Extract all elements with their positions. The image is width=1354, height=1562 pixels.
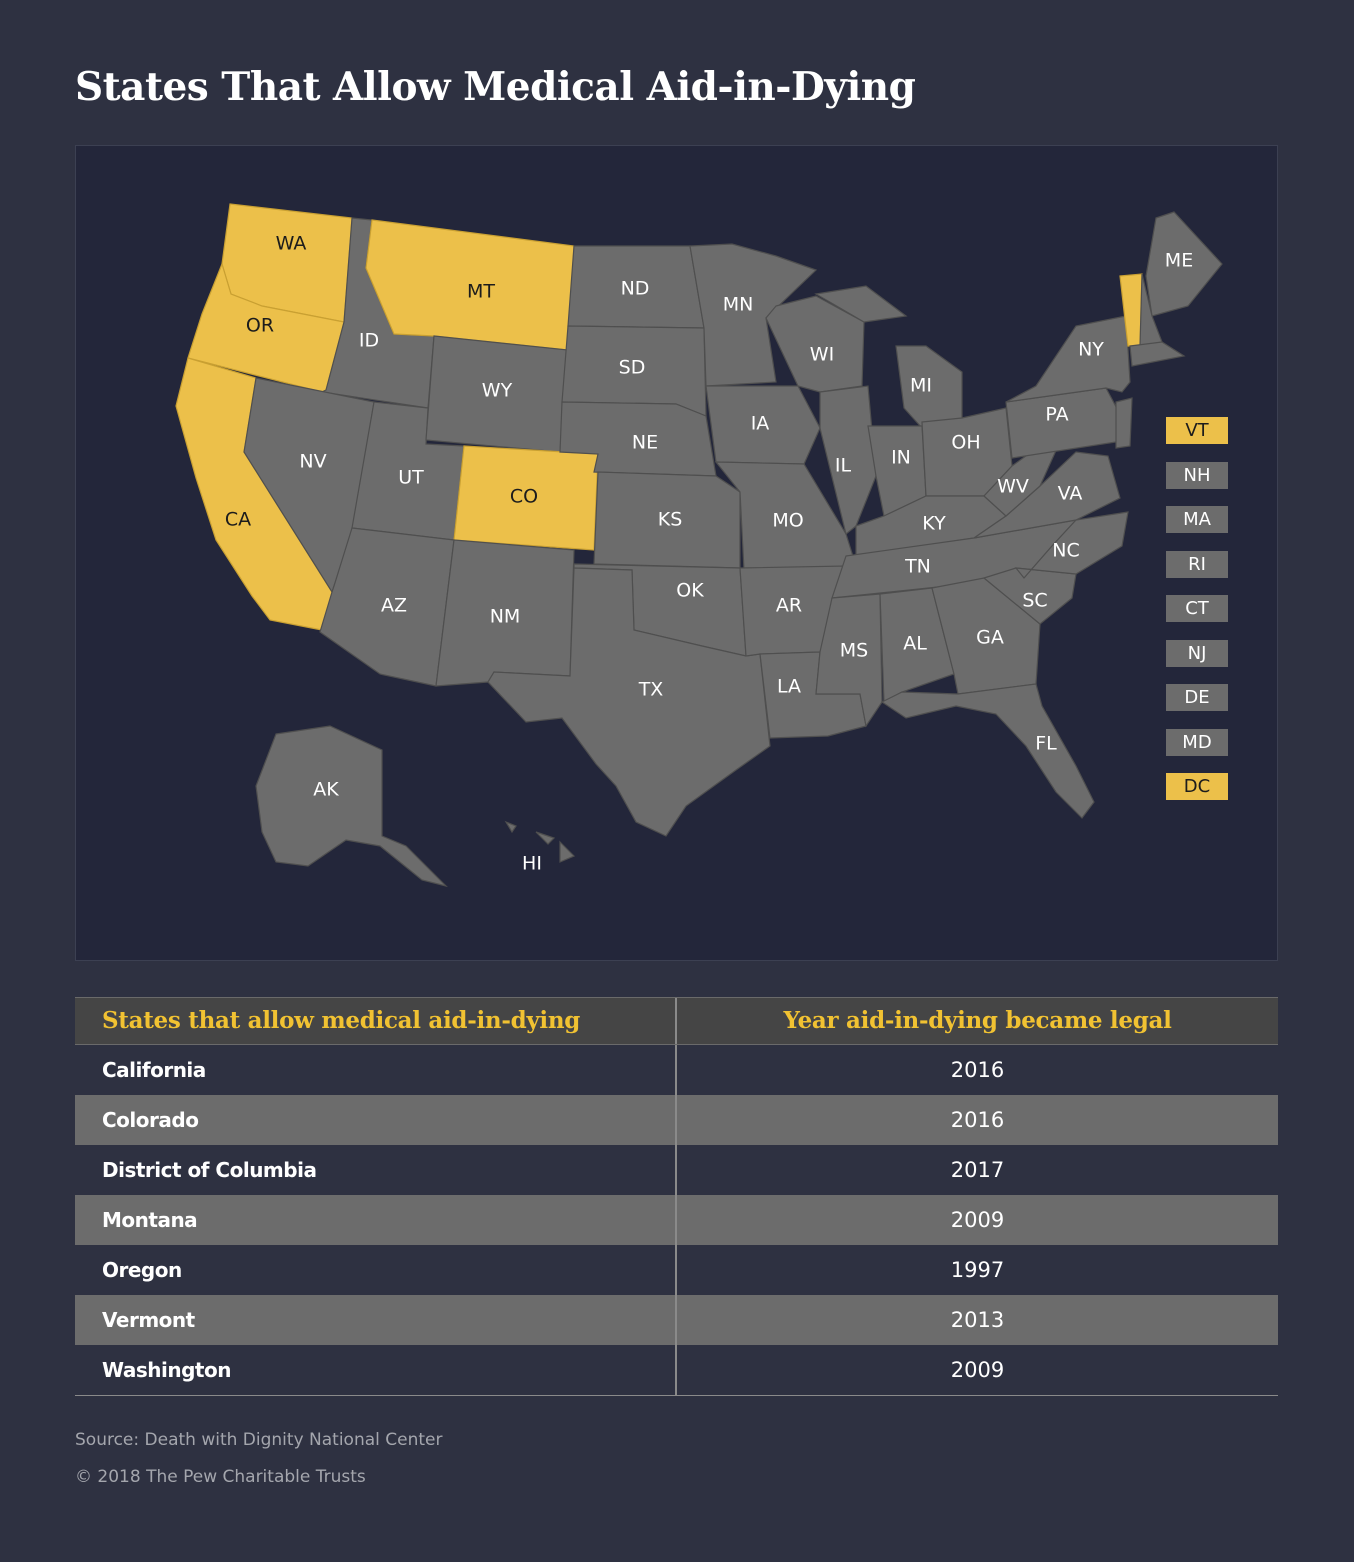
label-va: VA <box>1058 483 1083 505</box>
label-nd: ND <box>621 278 650 300</box>
table-bottom-rule <box>75 1395 1278 1396</box>
small-state-box-md[interactable]: MD <box>1166 729 1228 756</box>
label-ga: GA <box>976 627 1004 649</box>
label-wy: WY <box>482 380 513 402</box>
label-tn: TN <box>904 556 931 578</box>
aid-in-dying-table: States that allow medical aid-in-dying Y… <box>75 997 1278 1396</box>
small-state-box-vt[interactable]: VT <box>1166 417 1228 444</box>
small-state-box-dc[interactable]: DC <box>1166 773 1228 800</box>
source-note: Source: Death with Dignity National Cent… <box>75 1430 443 1450</box>
label-mt: MT <box>467 281 495 303</box>
state-mi-upper[interactable] <box>814 285 908 323</box>
small-state-box-ma[interactable]: MA <box>1166 506 1228 533</box>
state-cell: Vermont <box>75 1295 677 1345</box>
label-ak: AK <box>313 779 339 801</box>
label-az: AZ <box>381 595 407 617</box>
label-la: LA <box>777 676 801 698</box>
label-co: CO <box>510 486 538 508</box>
label-il: IL <box>835 455 852 477</box>
state-cell: District of Columbia <box>75 1145 677 1195</box>
label-in: IN <box>891 447 911 469</box>
year-cell: 2016 <box>950 1058 1005 1082</box>
state-ia[interactable] <box>705 385 821 465</box>
label-ut: UT <box>398 467 424 489</box>
label-ne: NE <box>632 432 658 454</box>
state-cell: Oregon <box>75 1245 677 1295</box>
state-nc[interactable] <box>1014 511 1129 579</box>
label-oh: OH <box>951 432 980 454</box>
state-al[interactable] <box>879 587 955 703</box>
label-wa: WA <box>276 233 307 255</box>
state-sc[interactable] <box>982 567 1077 625</box>
state-va[interactable] <box>973 451 1121 539</box>
label-fl: FL <box>1035 733 1057 755</box>
label-me: ME <box>1165 250 1193 272</box>
table-row: District of Columbia 2017 <box>75 1145 1278 1195</box>
year-cell: 2009 <box>950 1208 1005 1232</box>
state-tx[interactable] <box>487 567 771 837</box>
label-ks: KS <box>658 509 683 531</box>
label-wi: WI <box>810 344 834 366</box>
label-ca: CA <box>225 509 251 531</box>
label-mo: MO <box>772 510 803 532</box>
state-hi[interactable] <box>504 820 576 863</box>
label-ky: KY <box>922 513 946 535</box>
table-row: Colorado 2016 <box>75 1095 1278 1145</box>
year-cell: 2009 <box>950 1358 1005 1382</box>
copyright-note: © 2018 The Pew Charitable Trusts <box>75 1467 366 1487</box>
state-co[interactable] <box>453 445 599 551</box>
us-map: WA OR CA MT CO ID NV UT AZ WY NM ND SD N… <box>75 145 1278 961</box>
label-pa: PA <box>1045 404 1068 426</box>
label-wv: WV <box>997 476 1029 498</box>
state-ma[interactable] <box>1129 341 1186 367</box>
label-nc: NC <box>1052 540 1079 562</box>
state-ak[interactable] <box>255 725 448 888</box>
small-state-box-ct[interactable]: CT <box>1166 595 1228 622</box>
label-sc: SC <box>1022 590 1047 612</box>
year-cell: 1997 <box>950 1258 1005 1282</box>
label-sd: SD <box>619 357 646 379</box>
label-nv: NV <box>299 451 326 473</box>
table-row: California 2016 <box>75 1045 1278 1095</box>
label-ms: MS <box>840 640 868 662</box>
label-ok: OK <box>676 580 704 602</box>
small-state-box-de[interactable]: DE <box>1166 684 1228 711</box>
state-cell: Montana <box>75 1195 677 1245</box>
table-header: States that allow medical aid-in-dying Y… <box>75 997 1278 1045</box>
state-cell: Colorado <box>75 1095 677 1145</box>
table-row: Montana 2009 <box>75 1195 1278 1245</box>
state-ny[interactable] <box>1005 315 1131 403</box>
table-row: Washington 2009 <box>75 1345 1278 1395</box>
state-ks[interactable] <box>593 471 741 569</box>
state-cell: Washington <box>75 1345 677 1395</box>
label-hi: HI <box>522 853 542 875</box>
small-state-box-nj[interactable]: NJ <box>1166 640 1228 667</box>
us-map-svg: WA OR CA MT CO ID NV UT AZ WY NM ND SD N… <box>175 203 1223 888</box>
header-states: States that allow medical aid-in-dying <box>75 998 677 1044</box>
label-mn: MN <box>723 294 754 316</box>
table-row: Oregon 1997 <box>75 1245 1278 1295</box>
label-id: ID <box>359 330 379 352</box>
state-nj[interactable] <box>1115 397 1133 449</box>
label-ia: IA <box>751 413 770 435</box>
year-cell: 2016 <box>950 1108 1005 1132</box>
state-cell: California <box>75 1045 677 1095</box>
page-title: States That Allow Medical Aid-in-Dying <box>75 64 916 110</box>
label-nm: NM <box>490 606 521 628</box>
label-mi: MI <box>910 375 932 397</box>
year-cell: 2013 <box>950 1308 1005 1332</box>
small-state-box-ri[interactable]: RI <box>1166 551 1228 578</box>
label-or: OR <box>246 315 274 337</box>
state-fl[interactable] <box>880 683 1095 819</box>
label-ar: AR <box>776 595 802 617</box>
table-row: Vermont 2013 <box>75 1295 1278 1345</box>
small-state-box-nh[interactable]: NH <box>1166 462 1228 489</box>
label-tx: TX <box>638 679 664 701</box>
label-al: AL <box>903 633 927 655</box>
year-cell: 2017 <box>950 1158 1005 1182</box>
label-ny: NY <box>1078 339 1104 361</box>
header-year: Year aid-in-dying became legal <box>783 1007 1172 1034</box>
